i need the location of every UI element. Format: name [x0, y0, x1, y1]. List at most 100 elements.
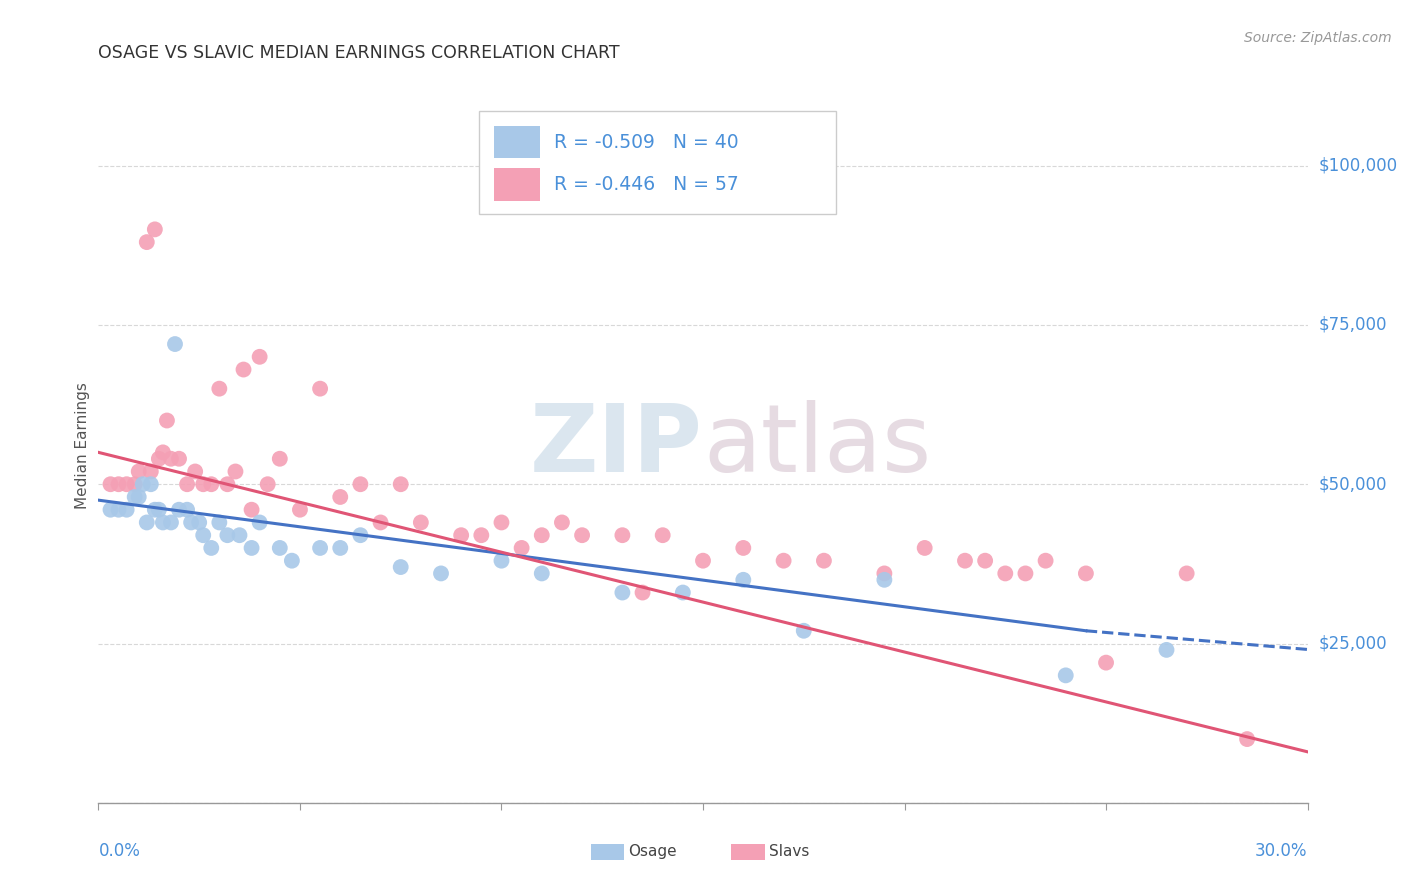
Point	[349, 528, 371, 542]
Point	[491, 516, 513, 530]
Point	[470, 528, 492, 542]
Point	[612, 585, 634, 599]
Point	[309, 541, 332, 555]
Point	[329, 490, 352, 504]
Point	[430, 566, 453, 581]
Text: Osage: Osage	[628, 845, 678, 859]
Point	[100, 502, 122, 516]
Point	[631, 585, 654, 599]
Point	[200, 477, 222, 491]
Point	[135, 516, 157, 530]
Point	[208, 516, 231, 530]
Point	[208, 382, 231, 396]
Point	[873, 573, 896, 587]
Point	[793, 624, 815, 638]
Point	[148, 451, 170, 466]
Point	[176, 502, 198, 516]
Point	[124, 477, 146, 491]
Point	[188, 516, 211, 530]
Point	[1035, 554, 1057, 568]
Point	[1175, 566, 1198, 581]
Point	[143, 502, 166, 516]
Point	[288, 502, 311, 516]
Point	[1236, 732, 1258, 747]
Point	[193, 477, 215, 491]
Point	[139, 465, 162, 479]
Point	[772, 554, 794, 568]
Point	[152, 445, 174, 459]
Point	[530, 566, 553, 581]
Point	[612, 528, 634, 542]
Point	[240, 541, 263, 555]
Point	[148, 502, 170, 516]
Text: Slavs: Slavs	[769, 845, 810, 859]
Point	[193, 528, 215, 542]
Point	[349, 477, 371, 491]
Point	[176, 477, 198, 491]
Point	[370, 516, 392, 530]
Point	[249, 516, 271, 530]
Text: Source: ZipAtlas.com: Source: ZipAtlas.com	[1244, 31, 1392, 45]
Point	[914, 541, 936, 555]
Point	[1054, 668, 1077, 682]
Point	[160, 516, 183, 530]
Point	[115, 502, 138, 516]
Point	[450, 528, 472, 542]
Point	[551, 516, 574, 530]
Point	[160, 451, 183, 466]
Point	[953, 554, 976, 568]
Point	[167, 451, 190, 466]
Text: R = -0.509   N = 40: R = -0.509 N = 40	[554, 133, 740, 152]
Point	[228, 528, 250, 542]
Point	[128, 465, 150, 479]
Point	[1156, 643, 1178, 657]
Text: OSAGE VS SLAVIC MEDIAN EARNINGS CORRELATION CHART: OSAGE VS SLAVIC MEDIAN EARNINGS CORRELAT…	[98, 45, 620, 62]
Point	[180, 516, 202, 530]
Point	[107, 477, 129, 491]
Point	[143, 222, 166, 236]
Text: $50,000: $50,000	[1319, 475, 1388, 493]
Point	[389, 560, 412, 574]
Point	[167, 502, 190, 516]
Point	[184, 465, 207, 479]
Point	[100, 477, 122, 491]
Text: ZIP: ZIP	[530, 400, 703, 492]
Point	[672, 585, 695, 599]
Point	[269, 451, 291, 466]
Point	[409, 516, 432, 530]
Point	[115, 477, 138, 491]
Point	[389, 477, 412, 491]
Point	[1095, 656, 1118, 670]
Point	[692, 554, 714, 568]
Point	[135, 235, 157, 249]
Point	[1074, 566, 1097, 581]
Point	[571, 528, 593, 542]
Point	[217, 477, 239, 491]
Text: 30.0%: 30.0%	[1256, 842, 1308, 860]
Point	[1014, 566, 1036, 581]
Point	[269, 541, 291, 555]
Point	[813, 554, 835, 568]
Point	[224, 465, 246, 479]
Text: $100,000: $100,000	[1319, 157, 1398, 175]
Point	[163, 337, 186, 351]
FancyBboxPatch shape	[479, 111, 837, 214]
Bar	[494, 126, 540, 159]
Point	[232, 362, 254, 376]
Point	[132, 477, 155, 491]
Point	[994, 566, 1017, 581]
Bar	[494, 169, 540, 202]
Text: $75,000: $75,000	[1319, 316, 1388, 334]
Point	[128, 490, 150, 504]
Point	[152, 516, 174, 530]
Point	[491, 554, 513, 568]
Point	[156, 413, 179, 427]
Point	[124, 490, 146, 504]
Text: $25,000: $25,000	[1319, 634, 1388, 653]
Point	[530, 528, 553, 542]
Y-axis label: Median Earnings: Median Earnings	[75, 383, 90, 509]
Point	[510, 541, 533, 555]
Point	[249, 350, 271, 364]
Point	[651, 528, 673, 542]
Point	[329, 541, 352, 555]
